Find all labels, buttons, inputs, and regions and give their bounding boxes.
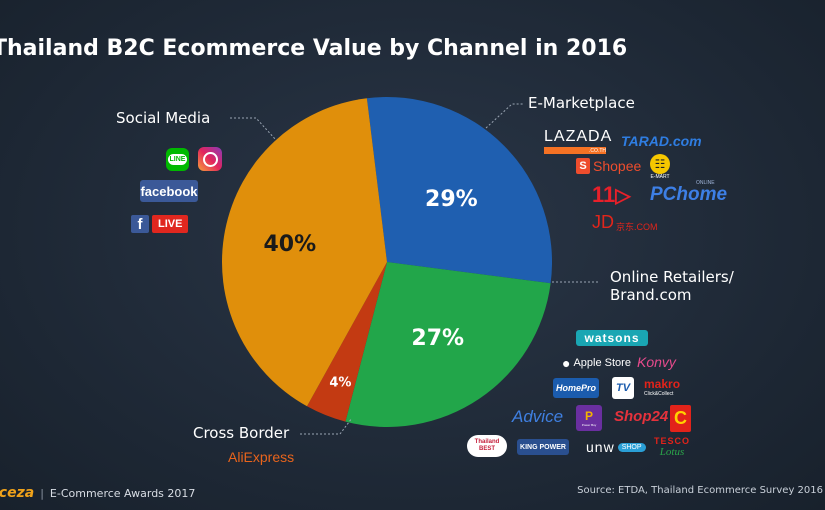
- brand-konvy: Konvy: [637, 354, 676, 370]
- brand-advice: Advice: [512, 407, 564, 426]
- label-cross-border: Cross Border: [193, 424, 290, 442]
- brand-apple-store: ● Apple Store: [562, 355, 631, 371]
- iceza-logo: iceza: [0, 485, 35, 501]
- pie-slice-social-media: [221, 98, 387, 407]
- brand-shopee: S Shopee: [576, 158, 641, 174]
- label-online-retailers-line1: Online Retailers/: [610, 268, 734, 286]
- facebook-f-icon: f: [131, 215, 149, 233]
- label-emarketplace: E-Marketplace: [528, 94, 635, 112]
- footer-source: Source: ETDA, Thailand Ecommerce Survey …: [577, 485, 823, 496]
- brand-tarad: TARAD.com: [621, 133, 702, 149]
- brand-facebook: facebook: [140, 180, 198, 202]
- label-online-retailers-line2: Brand.com: [610, 286, 692, 304]
- brand-big-c: C: [670, 405, 691, 432]
- brand-pchome: ONLINE PChome: [650, 180, 728, 205]
- leader-line-emarketplace: [485, 103, 524, 129]
- pie-slice-online-retailers-brand-com: [345, 262, 551, 427]
- brand-king-power: KING POWER: [517, 439, 569, 455]
- apple-icon: ●: [562, 355, 571, 371]
- pie-label-social-media: 40%: [263, 232, 316, 257]
- brand-thailand-best: Thailand BEST: [467, 435, 507, 457]
- shopee-bag-icon: S: [576, 158, 590, 174]
- line-app-icon: LINE: [166, 148, 189, 171]
- instagram-icon: [198, 147, 222, 171]
- pie-slice-e-marketplace: [366, 97, 552, 284]
- pie-slice-cross-border: [307, 262, 387, 422]
- brand-jd: JD 京东.COM: [592, 212, 658, 232]
- brand-lazada: LAZADA .CO.TH: [544, 128, 613, 154]
- emart-cart-icon: ☷: [650, 154, 670, 174]
- brand-tesco-lotus: TESCO Lotus: [654, 436, 691, 458]
- brand-emart: ☷ E-MART: [648, 154, 672, 180]
- leader-line-cross-border: [300, 417, 353, 435]
- label-social-media: Social Media: [116, 109, 211, 127]
- pie-label-cross-border: 4%: [329, 375, 351, 390]
- brand-tv-direct: TV: [612, 377, 634, 399]
- brand-unw-shop: unw SHOP: [586, 439, 646, 455]
- brand-makro: makro Click&Collect: [644, 377, 681, 397]
- footer-left: iceza|E-Commerce Awards 2017: [0, 485, 195, 501]
- brand-shop24: Shop24: [614, 408, 669, 425]
- brand-aliexpress: AliExpress: [228, 449, 295, 465]
- pie-label-online-retailers-brand-com: 27%: [411, 326, 464, 351]
- chart-title: Thailand B2C Ecommerce Value by Channel …: [0, 36, 628, 61]
- brand-facebook-live: f LIVE: [131, 215, 189, 233]
- brand-watsons: watsons: [576, 330, 648, 346]
- brand-homepro: HomePro: [553, 378, 599, 398]
- footer-awards: E-Commerce Awards 2017: [49, 487, 196, 500]
- leader-line-social-media: [230, 117, 277, 141]
- brand-power-buy: P Power Buy: [576, 405, 602, 431]
- brand-eleven: 11▷: [592, 182, 631, 207]
- pie-label-e-marketplace: 29%: [425, 187, 478, 212]
